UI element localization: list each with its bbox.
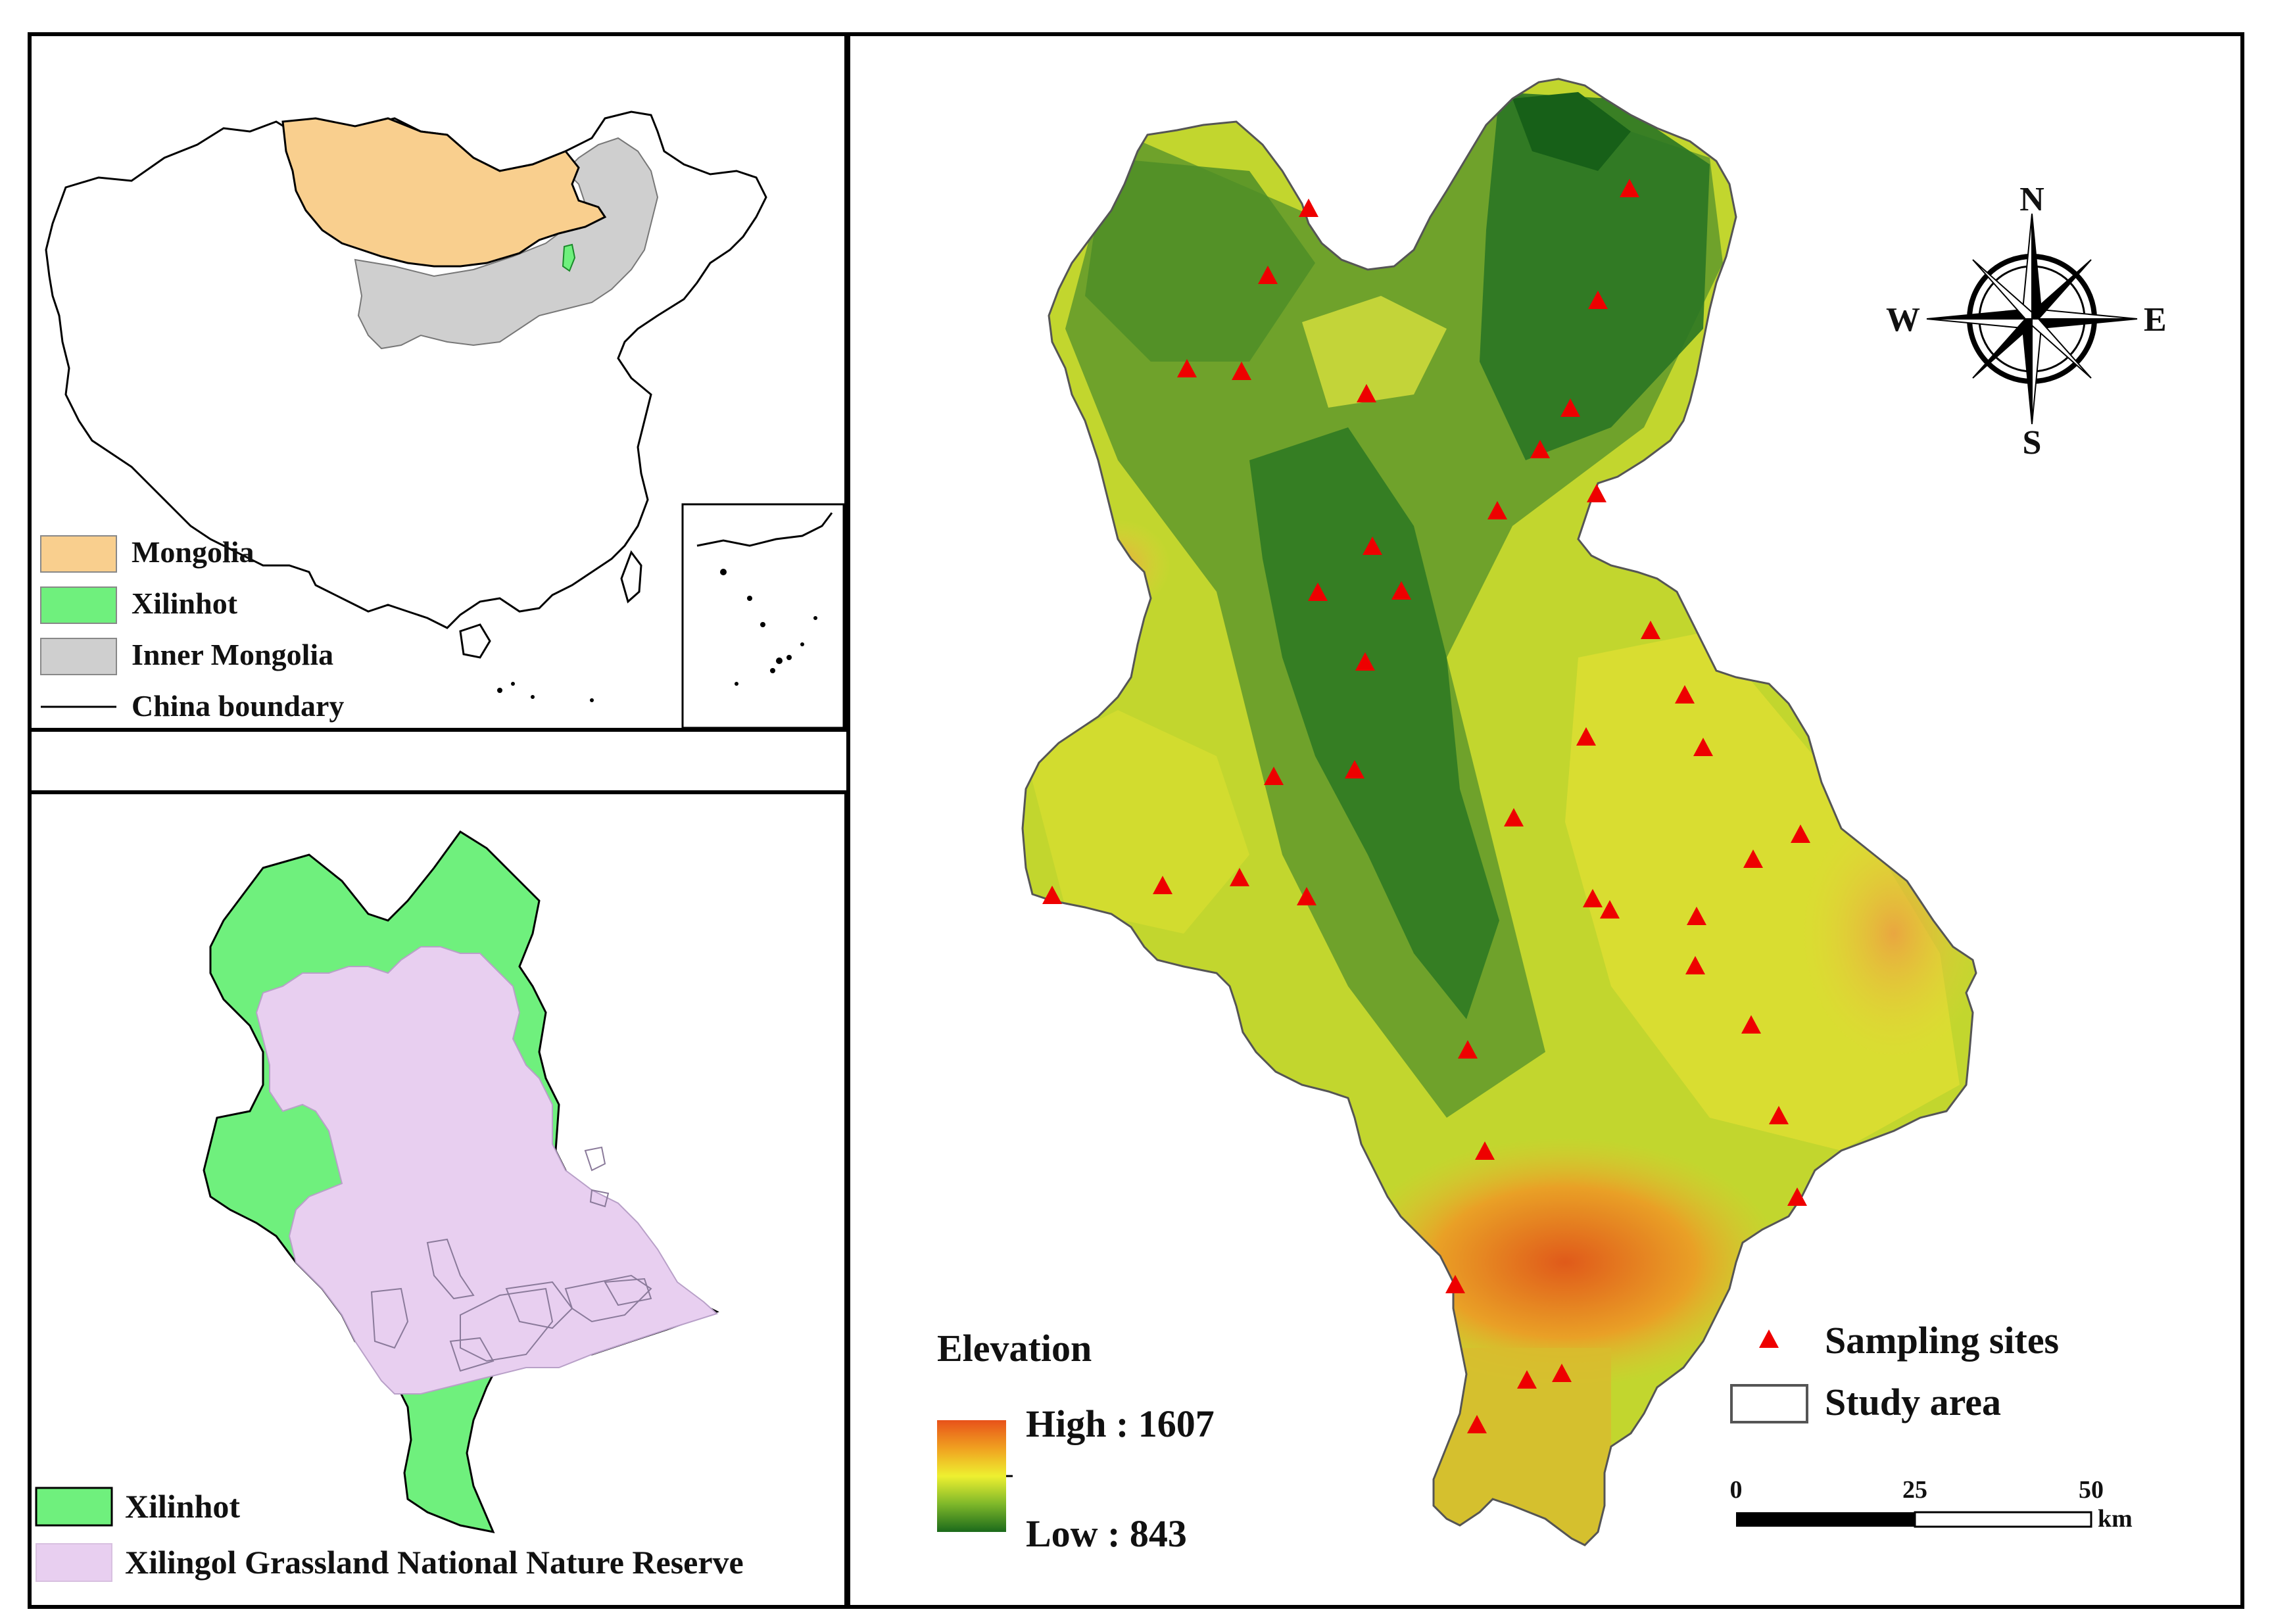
scale-tick-50: 50 xyxy=(2079,1476,2104,1504)
elevation-color-ramp xyxy=(937,1420,1006,1532)
scale-segment-black xyxy=(1736,1512,1915,1527)
scale-tick-25: 25 xyxy=(1902,1476,1927,1504)
inset-coastline xyxy=(696,512,833,547)
overview-map: Mongolia Xilinhot Inner Mongolia China b… xyxy=(40,110,845,729)
taiwan-island xyxy=(620,550,642,604)
sampling-site-marker xyxy=(1230,868,1249,886)
compass-s: S xyxy=(2023,424,2042,462)
sampling-site-marker xyxy=(1475,1141,1495,1160)
sampling-site-marker xyxy=(1232,362,1251,380)
legend-study-area: Study area xyxy=(1825,1381,2001,1423)
scale-tick-0: 0 xyxy=(1730,1476,1743,1504)
sampling-site-marker xyxy=(1743,849,1763,868)
compass-n: N xyxy=(2019,181,2044,218)
inset-islands xyxy=(720,569,817,686)
legend-study-area-swatch xyxy=(1730,1384,1808,1423)
sampling-site-marker xyxy=(1741,1015,1761,1034)
sampling-site-marker xyxy=(1552,1364,1572,1382)
sampling-site-marker xyxy=(1357,384,1376,402)
compass-e: E xyxy=(2144,301,2167,339)
sampling-site-marker xyxy=(1576,727,1596,746)
sampling-site-marker xyxy=(1787,1187,1807,1206)
reserve-legend: Xilinhot Xilingol Grassland National Nat… xyxy=(35,1487,744,1582)
sampling-site-marker xyxy=(1587,484,1606,502)
sampling-site-marker xyxy=(1517,1370,1537,1389)
legend-swatch-mongolia xyxy=(40,535,117,573)
sampling-site-marker xyxy=(1641,621,1660,639)
sampling-site-marker xyxy=(1685,956,1705,974)
elevation-legend: Elevation High : 1607 Low : 843 xyxy=(937,1327,1215,1555)
sampling-site-marker xyxy=(1355,652,1375,671)
sampling-site-marker xyxy=(1308,583,1328,601)
study-area-outline xyxy=(1021,78,1977,1546)
sampling-site-marker xyxy=(1588,291,1608,309)
sampling-site-marker xyxy=(1458,1040,1478,1059)
elevation-high-label: High : 1607 xyxy=(1026,1402,1215,1445)
sampling-sites xyxy=(1042,179,1810,1433)
sampling-site-marker xyxy=(1620,179,1639,197)
sampling-site-marker xyxy=(1177,359,1197,377)
sampling-site-marker xyxy=(1467,1415,1487,1433)
legend-label-inner-mongolia: Inner Mongolia xyxy=(132,638,333,671)
hainan-island xyxy=(459,623,491,659)
legend-label-reserve: Xilingol Grassland National Nature Reser… xyxy=(125,1544,744,1581)
sampling-site-marker xyxy=(1583,889,1603,907)
legend-sampling-sites: Sampling sites xyxy=(1825,1319,2059,1362)
compass-w: W xyxy=(1886,301,1920,339)
mongolia-region xyxy=(281,117,607,268)
legend-label-mongolia: Mongolia xyxy=(132,535,254,569)
legend-label-xilinhot-2: Xilinhot xyxy=(125,1488,240,1525)
sampling-site-marker xyxy=(1675,685,1695,704)
sampling-site-marker xyxy=(1504,808,1524,826)
xilinhot-marker xyxy=(562,243,576,272)
elevation-map: N S E W Elevation High : 1607 Low : 843 … xyxy=(937,78,2167,1555)
legend-swatch-xilinhot-2 xyxy=(35,1487,113,1527)
sampling-site-marker xyxy=(1299,199,1318,217)
sampling-site-marker xyxy=(1042,886,1062,904)
south-china-sea-inset xyxy=(681,503,845,729)
legend-label-xilinhot: Xilinhot xyxy=(132,586,238,620)
overview-legend: Mongolia Xilinhot Inner Mongolia China b… xyxy=(40,535,344,723)
sampling-site-marker xyxy=(1560,398,1580,417)
sampling-site-marker xyxy=(1693,738,1713,756)
scale-unit: km xyxy=(2098,1505,2133,1533)
site-legend: Sampling sites Study area xyxy=(1730,1319,2059,1423)
sampling-site-marker xyxy=(1297,887,1316,905)
elevation-low-label: Low : 843 xyxy=(1026,1512,1187,1555)
legend-swatch-reserve xyxy=(36,1543,112,1582)
sampling-site-marker xyxy=(1445,1275,1465,1293)
sampling-site-marker xyxy=(1769,1106,1789,1124)
sampling-site-marker xyxy=(1345,760,1364,778)
sampling-site-marker xyxy=(1363,537,1382,555)
sampling-site-marker xyxy=(1487,501,1507,519)
sampling-site-marker xyxy=(1687,907,1706,925)
sampling-site-marker xyxy=(1600,900,1620,919)
reserve-map: Xilinhot Xilingol Grassland National Nat… xyxy=(35,830,744,1582)
legend-label-china-boundary: China boundary xyxy=(132,689,344,723)
compass-rose: N S E W xyxy=(1886,181,2167,462)
sampling-site-marker xyxy=(1153,876,1172,894)
scale-segment-white xyxy=(1914,1511,2092,1528)
reserve-internal-zones xyxy=(370,1146,652,1372)
legend-swatch-xilinhot xyxy=(40,586,117,624)
coastal-islands xyxy=(497,682,594,702)
legend-site-marker xyxy=(1759,1329,1779,1348)
elevation-legend-title: Elevation xyxy=(937,1327,1092,1370)
sampling-site-marker xyxy=(1791,824,1810,843)
sampling-site-marker xyxy=(1391,581,1411,600)
legend-swatch-inner-mongolia xyxy=(40,638,117,675)
sampling-site-marker xyxy=(1530,440,1550,458)
sampling-site-marker xyxy=(1258,266,1278,284)
sampling-site-marker xyxy=(1264,767,1284,785)
scale-bar: 0 25 50 km xyxy=(1730,1476,2133,1533)
